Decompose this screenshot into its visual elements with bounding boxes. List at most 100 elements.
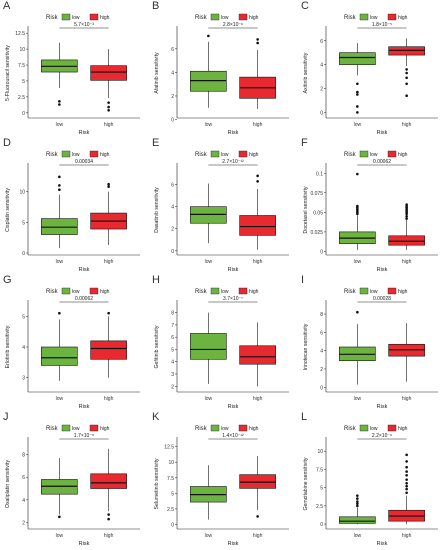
pvalue-label: 0.00028 <box>373 296 391 302</box>
outlier-point <box>405 68 408 71</box>
pvalue-label: 3.7×10⁻⁷ <box>223 296 243 302</box>
y-tick-label: 5 <box>171 347 174 353</box>
legend: Risk low high <box>46 150 110 158</box>
legend-swatch-high <box>89 150 99 158</box>
box-low <box>190 312 227 384</box>
box-high <box>239 455 276 518</box>
panel-label: G <box>3 274 12 286</box>
x-tick-label: low <box>205 396 213 402</box>
legend-swatch-high <box>238 287 248 295</box>
x-axis-label: Risk <box>228 267 239 273</box>
outlier-point <box>405 76 408 80</box>
x-tick-label: low <box>354 533 362 539</box>
outlier-point <box>405 470 408 473</box>
legend-title: Risk <box>344 426 357 432</box>
outlier-point <box>405 465 408 469</box>
y-tick-label: 2.5 <box>18 95 25 101</box>
legend-label-low: low <box>221 15 229 21</box>
outlier-point <box>256 41 259 45</box>
legend-label-low: low <box>370 15 378 21</box>
outlier-point <box>107 513 110 516</box>
box-low <box>190 34 227 108</box>
x-axis-label: Risk <box>228 130 239 136</box>
boxplot-svg: Risk low high 0 2.5 5 7.5 10 12.5 5-Fluorouracil … <box>5 13 140 136</box>
legend-label-low: low <box>72 289 80 295</box>
box-high <box>239 174 276 250</box>
y-tick-label: 6 <box>171 183 174 189</box>
x-axis-label: Risk <box>79 404 90 410</box>
y-axis-label: Axitinib sensitivity <box>303 52 309 93</box>
y-tick-label: 3 <box>22 376 25 382</box>
box-iqr <box>239 215 276 236</box>
outlier-point <box>405 214 408 218</box>
x-axis-label: Risk <box>79 130 90 136</box>
x-axis-label: Risk <box>377 541 388 547</box>
legend: Risk low high <box>344 13 408 21</box>
y-tick-label: 2 <box>320 367 323 373</box>
legend-swatch-low <box>61 287 71 295</box>
x-tick-label: low <box>205 259 213 265</box>
outlier-point <box>405 487 408 491</box>
legend-swatch-low <box>359 13 369 21</box>
pvalue-label: 0.00062 <box>373 159 391 165</box>
legend-label-high: high <box>100 426 110 432</box>
y-tick-label: 5 <box>171 491 174 497</box>
legend-title: Risk <box>195 289 208 295</box>
legend-title: Risk <box>46 426 59 432</box>
outlier-point <box>107 185 110 188</box>
legend: Risk low high <box>46 424 110 432</box>
box-high <box>90 49 127 112</box>
outlier-point <box>405 491 408 495</box>
panel-c: C Risk low high 0 2 4 6 Axitinib sensitivity low h… <box>298 0 447 137</box>
boxplot-svg: Risk low high 0 2 4 6 Dasatinib sensitivity low h… <box>154 150 289 273</box>
legend-swatch-low <box>210 424 220 432</box>
outlier-point <box>107 108 110 112</box>
outlier-point <box>405 453 408 457</box>
panel-i: I Risk low high 0 2 4 6 8 Irinotecan sensitivity l… <box>298 274 447 411</box>
legend-title: Risk <box>195 426 208 432</box>
x-axis-label: Risk <box>79 541 90 547</box>
y-axis-label: Gemcitabine sensitivity <box>303 457 309 510</box>
legend-title: Risk <box>195 152 208 158</box>
box-iqr <box>339 516 376 524</box>
legend-label-low: low <box>221 426 229 432</box>
boxplot-svg: Risk low high 0 2.5 5 7.5 10 Gemcitabine sensiti… <box>303 424 438 547</box>
y-axis-label: Selumetinib sensitivity <box>154 458 160 509</box>
y-tick-label: 0 <box>171 118 174 124</box>
legend-swatch-low <box>210 150 220 158</box>
outlier-point <box>58 103 61 106</box>
outlier-point <box>107 105 110 109</box>
legend-title: Risk <box>344 289 357 295</box>
pvalue-label: 1.7×10⁻⁸ <box>74 433 94 439</box>
panel-a: A Risk low high 0 2.5 5 7.5 10 12.5 5-Fluorouracil… <box>0 0 149 137</box>
boxplot-svg: Risk low high 0 5 10 Cisplatin sensitivity low h… <box>5 150 140 273</box>
y-tick-label: 4 <box>320 63 323 69</box>
y-axis-label: 5-Fluorouracil sensitivity <box>5 45 11 101</box>
box-iqr <box>190 333 227 360</box>
panel-label: B <box>152 0 160 12</box>
outlier-point <box>107 182 110 186</box>
box-high <box>90 311 127 378</box>
y-tick-label: 0 <box>320 110 323 116</box>
y-tick-label: 4 <box>22 345 25 351</box>
box-low <box>339 310 376 385</box>
panel-label: F <box>301 137 308 149</box>
x-axis-label: Risk <box>377 267 388 273</box>
outlier-point <box>107 517 110 521</box>
legend-swatch-high <box>238 424 248 432</box>
legend-label-high: high <box>398 152 408 158</box>
legend-swatch-low <box>210 287 220 295</box>
box-low <box>41 175 78 249</box>
box-low <box>41 457 78 519</box>
box-high <box>90 182 127 246</box>
y-tick-label: 6 <box>320 330 323 336</box>
legend-label-high: high <box>100 152 110 158</box>
boxplot-svg: Risk low high 0 0.025 0.05 0.075 0.1 Docetaxel s… <box>303 150 438 273</box>
y-tick-label: 0 <box>171 249 174 255</box>
y-tick-label: 0.1 <box>316 171 323 177</box>
legend-label-high: high <box>398 289 408 295</box>
y-axis-label: Afatinib sensitivity <box>154 52 160 94</box>
y-tick-label: 5 <box>22 220 25 226</box>
x-axis-label: Risk <box>79 267 90 273</box>
